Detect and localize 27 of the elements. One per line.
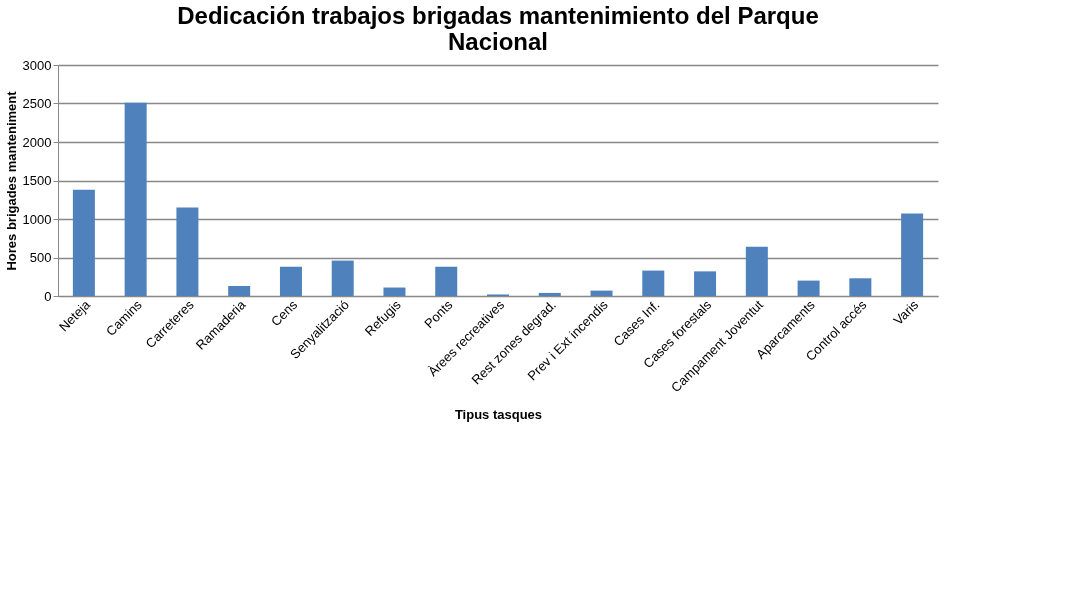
bar [331,260,354,296]
y-tick-label: 500 [29,250,52,265]
bar [745,246,768,296]
bar [849,278,872,296]
y-tick-label: 1500 [22,173,52,188]
bar [228,285,251,296]
bar [124,102,147,296]
x-axis-title: Tipus tasques [454,407,543,423]
bar [435,266,458,296]
y-tick-label: 0 [44,288,52,304]
bar [279,266,302,296]
y-tick-label: 2000 [22,134,52,150]
bar [176,207,199,296]
chart-title: Dedicación trabajos brigadas mantenimiento del Parque Nacional [177,2,819,55]
x-tick-label: Varis [890,296,922,328]
bar [72,189,95,296]
bar [538,292,561,296]
bar [642,270,665,296]
y-tick-label: 2500 [22,96,52,111]
bar [797,280,820,296]
y-tick-label: 3000 [22,57,52,73]
bar [383,287,406,296]
bar [901,213,924,296]
bar [590,290,613,296]
bar [694,271,717,296]
y-axis-title: Hores brigades manteniment [3,90,19,271]
y-tick-label: 1000 [22,211,52,227]
